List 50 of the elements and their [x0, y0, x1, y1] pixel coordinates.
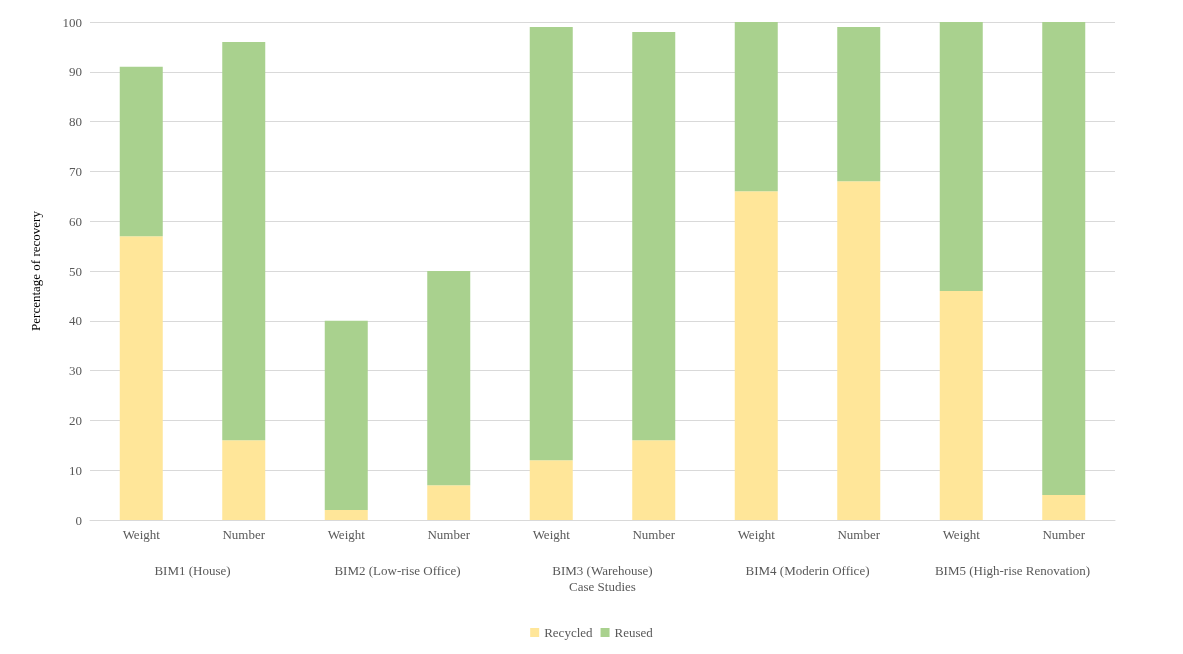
- y-tick-label: 30: [69, 363, 82, 379]
- bar: [324, 510, 368, 520]
- bar: [939, 290, 983, 520]
- bar: [427, 271, 471, 486]
- text: BIM4 (Moderin Office): [745, 563, 870, 578]
- bar: [632, 31, 676, 441]
- bar: [837, 181, 881, 520]
- y-tick-label: 60: [69, 213, 82, 229]
- y-tick-label: 10: [69, 462, 82, 478]
- x-tick-label: Number: [837, 527, 881, 542]
- y-tick-label: 40: [69, 313, 82, 329]
- bar: [632, 440, 676, 520]
- bar: [119, 66, 163, 237]
- bar: [939, 22, 983, 291]
- x-tick-label: Number: [427, 527, 471, 542]
- bar: [324, 320, 368, 511]
- text: BIM1 (House): [154, 563, 231, 578]
- bar: [119, 236, 163, 520]
- bar: [734, 22, 778, 192]
- x-tick-label: Number: [1042, 527, 1086, 542]
- x-tick-label: Weight: [327, 527, 366, 542]
- bar: [529, 26, 573, 461]
- x-tick-label: Number: [632, 527, 676, 542]
- x-tick-label: Number: [222, 527, 266, 542]
- text: BIM3 (Warehouse): [552, 563, 653, 578]
- legend-label: Reused: [614, 625, 654, 640]
- y-tick-label: 50: [69, 263, 82, 279]
- bar: [734, 191, 778, 520]
- text: BIM5 (High-rise Renovation): [934, 563, 1091, 578]
- legend-label: Recycled: [544, 625, 594, 640]
- x-axis-title: Case Studies: [569, 579, 636, 594]
- bar: [427, 485, 471, 520]
- y-axis-title: Percentage of recovery: [28, 210, 43, 331]
- bar: [837, 26, 881, 182]
- y-tick-label: 100: [62, 14, 82, 30]
- y-tick-label: 80: [69, 114, 82, 130]
- bar: [222, 41, 266, 441]
- x-tick-label: Weight: [122, 527, 161, 542]
- bar: [222, 440, 266, 520]
- bar: [1042, 495, 1086, 520]
- bar: [1042, 22, 1086, 496]
- y-tick-label: 70: [69, 163, 82, 179]
- y-tick-label: 20: [69, 412, 82, 428]
- y-tick-label: 90: [69, 64, 82, 80]
- y-tick-label: 0: [75, 512, 82, 528]
- x-tick-label: Weight: [942, 527, 981, 542]
- x-tick-label: Weight: [737, 527, 776, 542]
- text: BIM2 (Low-rise Office): [334, 563, 461, 578]
- x-tick-label: Weight: [532, 527, 571, 542]
- bar: [529, 460, 573, 520]
